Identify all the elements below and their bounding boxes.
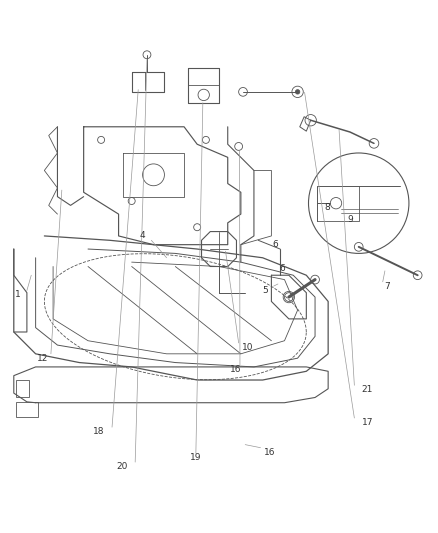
Text: 16: 16 (264, 448, 275, 457)
Text: 10: 10 (242, 343, 253, 352)
Text: 1: 1 (15, 290, 21, 300)
Text: 5: 5 (262, 286, 268, 295)
Text: 16: 16 (230, 365, 241, 374)
Text: 17: 17 (362, 418, 373, 427)
Circle shape (413, 271, 422, 280)
Circle shape (354, 243, 363, 251)
Text: 20: 20 (117, 462, 128, 471)
Text: 8: 8 (325, 203, 330, 212)
Bar (16, 380, 29, 398)
Text: 4: 4 (140, 231, 145, 240)
Text: 7: 7 (384, 281, 390, 290)
Bar (16, 402, 38, 417)
Circle shape (311, 275, 319, 284)
Circle shape (285, 293, 293, 302)
Text: 6: 6 (272, 240, 278, 249)
Text: 12: 12 (36, 354, 48, 362)
Text: 6: 6 (279, 264, 285, 273)
Text: 19: 19 (190, 453, 201, 462)
Text: 21: 21 (362, 385, 373, 394)
Text: 9: 9 (347, 215, 353, 224)
Circle shape (295, 90, 300, 94)
Text: 18: 18 (93, 427, 105, 436)
